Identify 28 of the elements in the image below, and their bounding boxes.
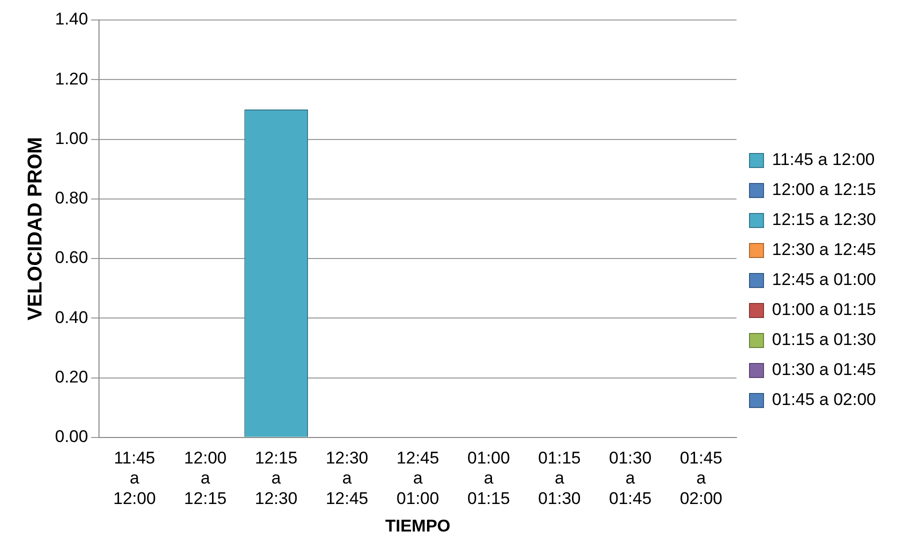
y-tick-label: 0.20 [54,367,88,386]
x-tick-label: 01:15 a 01:30 [538,448,581,508]
legend-label: 12:15 a 12:30 [772,210,876,230]
x-tick-label: 12:00 a 12:15 [184,448,227,508]
legend-label: 12:00 a 12:15 [772,180,876,200]
y-tick-label: 1.00 [54,128,88,148]
y-tick-label: 1.40 [54,10,88,29]
x-tick-label: 12:45 a 01:00 [396,448,440,508]
legend-label: 01:30 a 01:45 [772,360,876,380]
x-tick-label: 01:45 a 02:00 [680,448,722,508]
x-axis-title: TIEMPO [385,516,450,536]
y-tick-label: 0.80 [54,188,88,208]
legend-label: 01:15 a 01:30 [772,330,876,350]
legend-label: 01:45 a 02:00 [772,390,876,410]
y-tick-label: 0.00 [54,427,88,446]
x-tick-label: 11:45 a 12:00 [113,448,156,508]
y-tick-label: 1.20 [54,69,88,88]
x-tick-label: 12:15 a 12:30 [254,448,298,508]
legend-label: 12:30 a 12:45 [772,240,876,260]
legend-label: 11:45 a 12:00 [772,150,875,170]
x-tick-label: 12:30 a 12:45 [326,448,368,508]
x-tick-label: 01:00 a 01:15 [467,448,510,508]
y-tick-label: 0.40 [54,308,88,327]
legend-label: 12:45 a 01:00 [772,270,876,290]
y-axis-title: VELOCIDAD PROM [24,137,47,320]
x-tick-label: 01:30 a 01:45 [609,448,652,508]
y-tick-label: 0.60 [54,248,88,268]
legend-label: 01:00 a 01:15 [772,300,876,320]
